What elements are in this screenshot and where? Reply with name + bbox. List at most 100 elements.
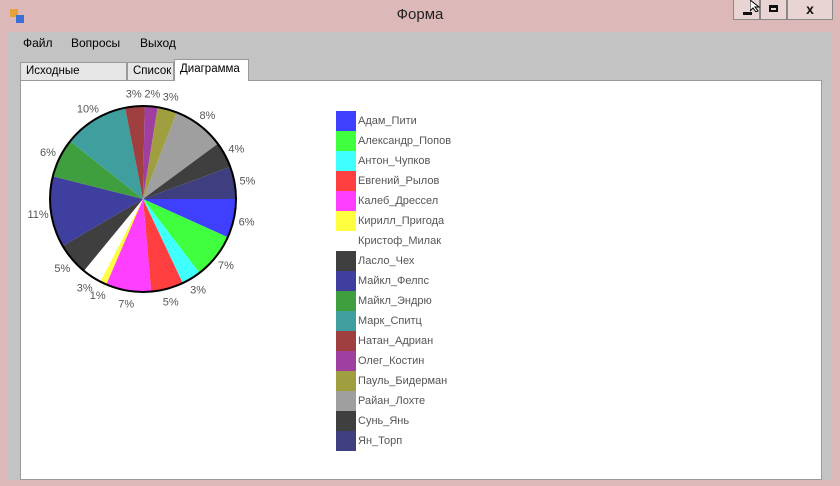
legend-item: Кирилл_Пригода — [336, 211, 536, 231]
close-button[interactable]: x — [787, 0, 833, 20]
legend-label: Евгений_Рылов — [358, 175, 440, 187]
pie-slice-label-8: 11% — [27, 209, 48, 221]
window-title: Форма — [396, 6, 444, 23]
legend-swatch — [336, 231, 356, 251]
legend-label: Калеб_Дрессел — [358, 195, 439, 207]
pie-slice-9 — [52, 141, 143, 199]
pie-slice-16 — [143, 166, 237, 199]
close-icon: x — [806, 1, 814, 17]
legend-label: Кирилл_Пригода — [358, 215, 445, 227]
pie-slice-14 — [143, 112, 218, 199]
legend-item: Ласло_Чех — [336, 251, 536, 271]
legend-swatch — [336, 411, 356, 431]
pie-slice-label-2: 3% — [190, 285, 206, 297]
legend-item: Евгений_Рылов — [336, 171, 536, 191]
legend-swatch — [336, 211, 356, 231]
pie-slice-label-9: 6% — [40, 147, 56, 159]
legend-item: Антон_Чупков — [336, 151, 536, 171]
legend-swatch — [336, 171, 356, 191]
minimize-icon — [743, 12, 752, 15]
pie-slice-8 — [49, 176, 143, 246]
pie-slice-label-14: 8% — [199, 110, 215, 122]
pie-slice-12 — [143, 106, 158, 199]
tab-source-data[interactable]: Исходные данные — [20, 62, 127, 94]
legend-swatch — [336, 111, 356, 131]
pie-slice-13 — [143, 107, 177, 199]
legend-item: Олег_Костин — [336, 351, 536, 371]
tab-list[interactable]: Список — [127, 62, 174, 80]
legend-item: Марк_Спитц — [336, 311, 536, 331]
legend-label: Александр_Попов — [358, 135, 452, 147]
legend-label: Сунь_Янь — [358, 415, 410, 427]
legend-item: Адам_Пити — [336, 111, 536, 131]
pie-slice-label-15: 4% — [228, 144, 244, 156]
window-controls: x — [733, 0, 833, 20]
legend-swatch — [336, 351, 356, 371]
legend-label: Олег_Костин — [358, 355, 425, 367]
diagram-tab-page: 6% 7% 3% 5% 7% 1% 3% 5% 11% 6% 10% 3% 2% 3% 8% 4% 5% Ада… — [20, 80, 822, 480]
menu-exit[interactable]: Выход — [140, 36, 176, 50]
legend-label: Кристоф_Милак — [358, 235, 442, 247]
legend-label: Райан_Лохте — [358, 395, 426, 407]
pie-slice-label-16: 5% — [239, 175, 255, 187]
menu-bar: Файл Вопросы Выход — [8, 32, 832, 54]
title-bar: Форма x — [0, 0, 840, 32]
pie-slice-7 — [62, 199, 144, 271]
pie-slice-4 — [106, 199, 152, 293]
pie-chart: 6%7%3%5%7%1%3%5%11%6%10%3% 2% 3%8%4%5% — [27, 88, 255, 311]
pie-slice-label-0: 6% — [239, 216, 255, 228]
legend-label: Антон_Чупков — [358, 155, 431, 167]
pie-slice-0 — [143, 199, 236, 238]
pie-slice-15 — [143, 143, 231, 199]
pie-slice-label-4: 7% — [118, 299, 134, 311]
legend-item: Калеб_Дрессел — [336, 191, 536, 211]
legend-label: Пауль_Бидерман — [358, 375, 448, 387]
legend-swatch — [336, 151, 356, 171]
legend-label: Майкл_Фелпс — [358, 275, 430, 287]
legend-item: Пауль_Бидерман — [336, 371, 536, 391]
pie-slice-label-7: 5% — [54, 263, 70, 275]
legend-item: Майкл_Фелпс — [336, 271, 536, 291]
legend-item: Натан_Адриан — [336, 331, 536, 351]
legend-item: Кристоф_Милак — [336, 231, 536, 251]
maximize-button[interactable] — [760, 0, 787, 20]
pie-slice-label-1: 7% — [218, 260, 234, 272]
legend-item: Александр_Попов — [336, 131, 536, 151]
tab-diagram[interactable]: Диаграмма — [174, 59, 249, 81]
legend-swatch — [336, 371, 356, 391]
pie-slice-10 — [70, 107, 143, 199]
mouse-cursor-icon — [750, 0, 761, 12]
legend-label: Натан_Адриан — [358, 335, 434, 347]
legend-label: Марк_Спитц — [358, 315, 422, 327]
pie-outline — [49, 105, 237, 293]
legend-swatch — [336, 291, 356, 311]
menu-questions[interactable]: Вопросы — [71, 36, 121, 50]
legend-item: Ян_Торп — [336, 431, 536, 451]
pie-slice-1 — [143, 199, 228, 273]
pie-slice-11 — [125, 105, 145, 199]
pie-slice-2 — [143, 199, 200, 284]
pie-slice-5 — [100, 199, 143, 285]
pie-slice-label-12: 2% — [144, 88, 160, 100]
legend-swatch — [336, 251, 356, 271]
maximize-icon — [769, 5, 778, 12]
legend-label: Ласло_Чех — [358, 255, 415, 267]
client-area: Файл Вопросы Выход Исходные данные Списо… — [8, 32, 832, 480]
legend-item: Сунь_Янь — [336, 411, 536, 431]
legend-swatch — [336, 311, 356, 331]
pie-slice-label-3: 5% — [163, 296, 179, 308]
pie-slice-3 — [143, 199, 183, 292]
legend-swatch — [336, 391, 356, 411]
menu-file[interactable]: Файл — [23, 36, 53, 50]
legend-swatch — [336, 431, 356, 451]
pie-slice-label-6: 3% — [77, 283, 93, 295]
legend-swatch — [336, 331, 356, 351]
pie-slice-label-13: 3% — [163, 92, 179, 104]
legend-label: Майкл_Эндрю — [358, 295, 432, 307]
legend-swatch — [336, 191, 356, 211]
pie-slice-label-10: 10% — [77, 104, 99, 116]
legend-label: Адам_Пити — [358, 115, 417, 127]
legend-swatch — [336, 131, 356, 151]
pie-slice-6 — [83, 199, 143, 282]
app-icon — [10, 9, 24, 23]
